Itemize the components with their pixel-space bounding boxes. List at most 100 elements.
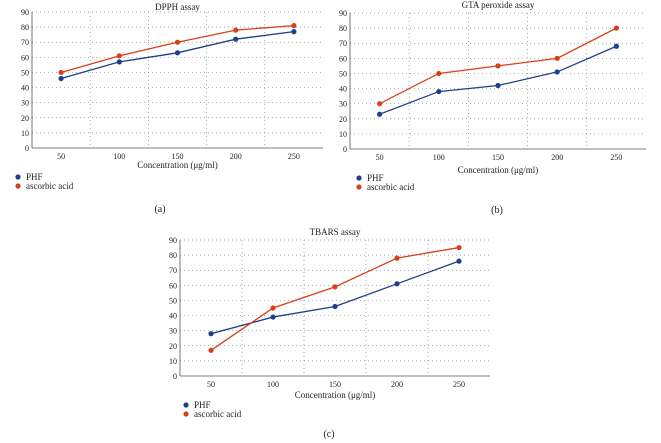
x-tick-label: 200 [230,152,242,161]
data-point [332,284,338,290]
data-point [377,101,383,107]
legend-label: ascorbic acid [367,182,415,192]
panel-label: (a) [154,204,165,215]
chart-panel-2: GTA peroxide assay 0 10 20 30 40 50 60 70 80 90 50 1… [339,0,646,216]
y-tick-label: 90 [339,9,347,18]
legend-label: ascorbic acid [194,409,242,419]
y-tick-label: 80 [339,24,347,33]
data-point [291,29,297,35]
series-PHF [377,43,620,117]
y-tick-label: 10 [339,130,347,139]
y-tick-label: 50 [169,296,177,305]
legend-marker [15,174,21,180]
data-point [270,305,276,311]
y-tick-label: 40 [169,312,177,321]
x-axis-label: Concentration (μg/ml) [458,165,539,175]
x-tick-label: 50 [376,153,384,162]
legend-item: ascorbic acid [183,409,242,419]
x-tick-label: 250 [288,152,300,161]
series-PHF [58,29,297,82]
data-point [613,43,620,49]
y-tick-label: 80 [21,23,29,32]
data-point [116,59,122,65]
x-tick-label: 50 [57,152,65,161]
y-tick-label: 20 [339,115,347,124]
y-tick-label: 30 [21,99,29,108]
vertical-gridlines [408,13,588,149]
x-tick-label: 200 [551,153,563,162]
chart-panel-3: TBARS assay 0 10 20 30 40 50 60 70 80 90 50 100 150 20… [169,227,490,440]
x-tick-label: 150 [172,152,184,161]
x-tick-label: 50 [207,380,215,389]
y-tick-label: 50 [21,68,29,77]
panel-label: (b) [491,205,503,216]
y-tick-label: 90 [21,8,29,17]
chart-panel-1: DPPH assay 0 10 20 30 40 50 60 70 80 90 50 100 150 200… [15,2,323,215]
y-tick-label: 90 [169,236,177,245]
x-tick-label: 100 [113,152,125,161]
vertical-gridlines [241,240,429,376]
data-point [394,255,400,261]
legend-item: PHF [356,173,384,183]
legend-item: PHF [15,172,43,182]
legend-label: ascorbic acid [26,181,74,191]
y-tick-label: 50 [339,69,347,78]
x-tick-label: 100 [433,153,445,162]
series-ascorbic-acid [208,244,462,353]
legend-item: PHF [183,400,211,410]
data-point [613,25,620,31]
y-tick-label: 10 [169,357,177,366]
legend-item: ascorbic acid [356,182,415,192]
data-point [174,50,181,56]
data-point [332,303,338,310]
chart-title: DPPH assay [155,2,200,12]
horizontal-gridlines [180,239,490,362]
horizontal-gridlines [32,11,323,134]
data-point [394,281,400,287]
data-point [495,63,501,69]
series-line [60,24,294,74]
data-point [208,347,214,353]
data-point [377,111,383,117]
x-tick-label: 150 [492,153,504,162]
legend-label: PHF [367,173,384,183]
data-point [116,53,122,59]
horizontal-gridlines [350,12,646,135]
data-point [233,27,239,33]
data-point [436,88,442,95]
data-point [554,69,560,75]
y-tick-label: 60 [21,53,29,62]
x-tick-label: 150 [329,380,341,389]
x-tick-label: 250 [610,153,622,162]
data-point [436,70,442,77]
legend-marker [356,175,362,181]
y-tick-label: 30 [339,100,347,109]
y-tick-label: 30 [169,327,177,336]
chart-title: GTA peroxide assay [462,0,535,10]
y-tick-label: 60 [339,54,347,63]
panel-label: (c) [323,429,334,440]
series-line [210,246,460,351]
y-tick-label: 70 [169,266,177,275]
data-point [233,36,239,42]
series-line [379,45,617,115]
data-point [58,69,64,76]
legend-marker [183,411,189,417]
y-tick-label: 40 [339,85,347,94]
data-point [554,55,560,61]
y-tick-label: 20 [169,342,177,351]
x-axis-label: Concentration (μg/ml) [137,160,218,170]
y-tick-label: 40 [21,84,29,93]
data-point [291,23,297,29]
x-tick-label: 200 [391,380,403,389]
data-point [456,258,462,264]
data-point [174,39,181,45]
legend-marker [183,402,189,408]
y-tick-label: 10 [21,129,29,138]
data-point [456,244,462,251]
y-tick-label: 0 [173,372,177,381]
